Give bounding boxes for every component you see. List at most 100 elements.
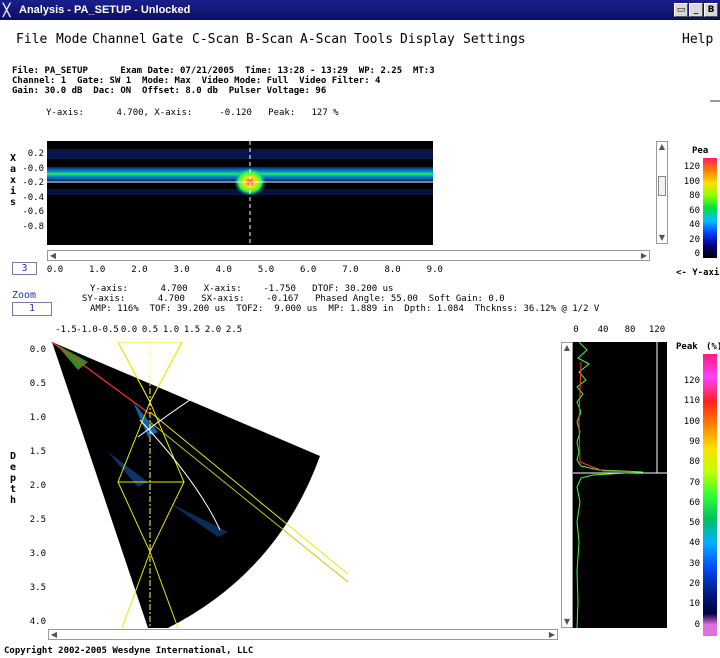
menu-channel[interactable]: Channel <box>92 32 147 47</box>
ascan-x-tick-label: 80 <box>624 325 636 335</box>
window-controls: ▭ _ B <box>674 3 718 17</box>
cscan-horizontal-scrollbar[interactable]: ◀ ▶ <box>47 250 650 261</box>
ascan-x-tick-label: 120 <box>648 325 666 335</box>
scroll-left-icon[interactable]: ◀ <box>49 251 57 260</box>
bottom-color-legend <box>703 354 717 636</box>
cscan-x-tick-label: 7.0 <box>342 265 359 275</box>
menu-gate[interactable]: Gate <box>152 32 184 47</box>
cscan-x-tick-label: 0.0 <box>46 265 64 275</box>
info-line-channel: Channel: 1 Gate: SW 1 Mode: Max Video Mo… <box>12 76 381 86</box>
zoom-field[interactable]: 1 <box>12 302 52 316</box>
sector-vertical-scrollbar[interactable]: ▲ ▼ <box>561 342 573 628</box>
sector-ray-2 <box>149 421 349 583</box>
menu-file[interactable]: File <box>16 32 48 47</box>
menu-cscan[interactable]: C-Scan <box>192 32 239 47</box>
cscan-y-tick-label: 0.2 <box>27 149 44 159</box>
sector-arc-lower <box>139 419 221 531</box>
top-legend-tick-label: 120 <box>683 162 700 172</box>
ascan-plot[interactable] <box>573 342 667 628</box>
menu-help[interactable]: Help <box>682 32 714 47</box>
sector-x-tick-label: -1.0 <box>76 325 98 335</box>
bscan-readout-line3: AMP: 116% TOF: 39.200 us TOF2: 9.000 us … <box>90 304 600 314</box>
cscan-y-tick-label: -0.4 <box>22 192 44 203</box>
cscan-plot[interactable] <box>47 141 656 245</box>
bottom-legend-title: Peak <box>676 342 698 352</box>
sector-y-tick-label: 1.0 <box>29 413 46 423</box>
sector-y-tick-label: 3.5 <box>29 583 46 593</box>
menu-ascan[interactable]: A-Scan <box>300 32 347 47</box>
sector-x-tick-label: -0.5 <box>97 325 119 335</box>
sector-y-tick-label: 2.5 <box>29 515 46 525</box>
sector-x-tick-label: 0.5 <box>141 325 159 335</box>
sector-echo-1 <box>133 402 158 437</box>
sector-x-tick-label: 0.0 <box>120 325 138 335</box>
splitter-handle[interactable] <box>710 100 720 102</box>
bottom-legend-tick-label: 10 <box>689 599 700 610</box>
sector-x-tick-label: 2.0 <box>204 325 222 335</box>
info-line-gain: Gain: 30.0 dB Dac: ON Offset: 8.0 db Pul… <box>12 86 327 96</box>
depth-side-letter: D <box>9 451 17 462</box>
top-legend-tick-label: 60 <box>689 205 700 216</box>
depth-side-letter: t <box>9 484 17 495</box>
sector-y-tick-label: 4.0 <box>29 617 46 627</box>
scan-index-field[interactable]: 3 <box>12 262 37 275</box>
scroll-down-icon[interactable]: ▼ <box>563 617 571 626</box>
sector-scan-plot[interactable] <box>48 342 562 628</box>
bottom-legend-tick-label: 80 <box>689 457 700 468</box>
sector-echo-2 <box>108 452 148 487</box>
sector-beam-line <box>51 342 151 415</box>
top-legend-tick-label: 40 <box>689 220 700 230</box>
close-button[interactable]: B <box>704 3 718 17</box>
cscan-y-tick-label: -0.2 <box>22 178 44 188</box>
cscan-vscroll-thumb[interactable] <box>658 176 666 196</box>
scroll-right-icon[interactable]: ▶ <box>640 251 648 260</box>
ascan-red-trace <box>578 361 634 473</box>
top-legend-tick-label: 80 <box>689 191 700 201</box>
scroll-down-icon[interactable]: ▼ <box>658 233 666 242</box>
sector-y-tick-label: 0.0 <box>29 345 46 355</box>
ascan-x-tick-label: 0 <box>573 325 579 335</box>
restore-button[interactable]: ▭ <box>674 3 688 17</box>
title-bar: ╳ Analysis - PA_SETUP - Unlocked ▭ _ B <box>0 0 720 20</box>
x-axis-side-letter: i <box>9 186 17 197</box>
scroll-right-icon[interactable]: ▶ <box>548 630 556 639</box>
sector-y-tick-label: 1.5 <box>29 447 46 457</box>
bottom-legend-tick-label: 0 <box>694 619 700 630</box>
top-legend-tick-label: 100 <box>683 176 700 187</box>
menu-mode[interactable]: Mode <box>56 32 88 47</box>
scroll-left-icon[interactable]: ◀ <box>50 630 58 639</box>
sector-x-tick-label: 1.0 <box>162 325 180 335</box>
sector-horizontal-scrollbar[interactable]: ◀ ▶ <box>48 629 558 640</box>
bottom-legend-tick-label: 100 <box>683 416 700 427</box>
window-title: Analysis - PA_SETUP - Unlocked <box>19 4 191 16</box>
menu-display[interactable]: Display <box>400 32 455 47</box>
menu-bscan[interactable]: B-Scan <box>246 32 293 47</box>
sector-ray-1 <box>149 411 349 575</box>
sector-x-tick-label: 1.5 <box>183 325 201 335</box>
bscan-readout-line1: Y-axis: 4.700 X-axis: -1.750 DTOF: 30.20… <box>90 284 394 294</box>
bottom-legend-unit: (%) <box>706 342 720 352</box>
top-legend-title: Pea <box>692 146 709 156</box>
bottom-legend-tick-label: 110 <box>683 396 700 407</box>
menu-bar: File Mode Channel Gate C-Scan B-Scan A-S… <box>0 30 720 50</box>
x-axis-side-letter: a <box>9 164 17 175</box>
menu-tools[interactable]: Tools <box>354 32 394 47</box>
app-x-icon: ╳ <box>3 3 11 17</box>
menu-settings[interactable]: Settings <box>463 32 526 47</box>
top-legend-tick-label: 20 <box>689 234 700 245</box>
minimize-button[interactable]: _ <box>689 3 703 17</box>
sector-x-tick-label: -1.5 <box>55 325 77 335</box>
cscan-vertical-scrollbar[interactable]: ▲ ▼ <box>656 141 668 244</box>
bottom-legend-tick-label: 30 <box>689 558 700 569</box>
bottom-legend-tick-label: 90 <box>689 436 700 447</box>
sector-y-tick-label: 2.0 <box>29 481 46 491</box>
scroll-up-icon[interactable]: ▲ <box>563 343 571 352</box>
bscan-readout-line2: SY-axis: 4.700 SX-axis: -0.167 Phased An… <box>82 294 505 304</box>
scroll-up-icon[interactable]: ▲ <box>658 142 666 151</box>
bottom-legend-tick-label: 60 <box>689 497 700 508</box>
cscan-y-tick-label: -0.6 <box>22 207 44 217</box>
ascan-waveform <box>576 342 644 628</box>
depth-side-letter: h <box>9 495 17 506</box>
cscan-x-tick-label: 1.0 <box>89 265 106 275</box>
